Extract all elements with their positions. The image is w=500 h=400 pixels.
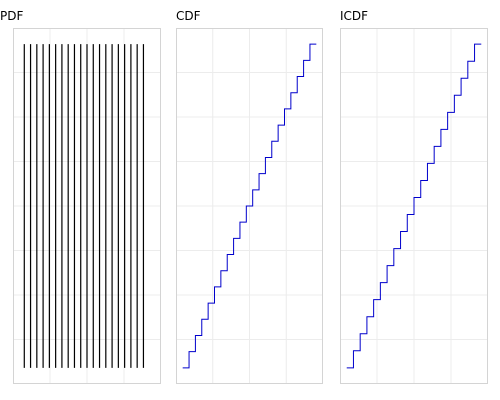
icdf-panel: ICDF bbox=[340, 9, 488, 384]
icdf-title: ICDF bbox=[340, 9, 368, 23]
pdf-title: PDF bbox=[0, 9, 23, 23]
cdf-title: CDF bbox=[176, 9, 201, 23]
icdf-series-line bbox=[346, 43, 482, 369]
cdf-panel: CDF bbox=[176, 9, 323, 384]
cdf-series-line bbox=[182, 43, 317, 369]
pdf-panel: PDF bbox=[0, 9, 161, 384]
